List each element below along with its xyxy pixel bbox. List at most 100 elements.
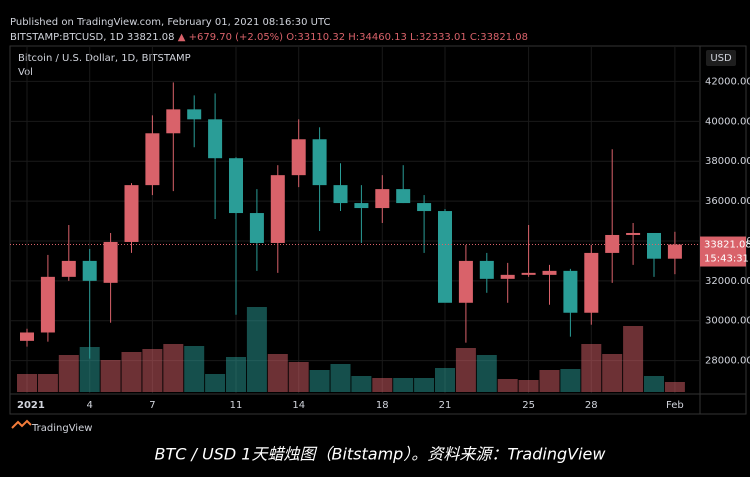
volume-bar — [142, 349, 163, 392]
y-tick-label: 32000.00 — [705, 276, 750, 287]
logo — [11, 419, 32, 429]
volume-bar — [664, 382, 685, 392]
currency: USD — [710, 53, 732, 64]
last-price-box — [700, 236, 746, 267]
volume-bar — [539, 370, 560, 392]
candle-body — [375, 189, 390, 209]
candle-body — [458, 260, 473, 303]
candle-body — [438, 211, 452, 303]
volume-bar — [414, 378, 435, 392]
close: C:33821.08 — [470, 32, 528, 43]
x-tick-label: 21 — [439, 400, 452, 411]
x-tick-label: 18 — [376, 400, 389, 411]
volume-bar — [476, 355, 497, 392]
candle-body — [61, 260, 76, 277]
y-tick-label: 42000.00 — [705, 76, 750, 87]
y-tick-label: 38000.00 — [705, 156, 750, 167]
candle-body — [40, 276, 55, 333]
volume-bar — [226, 357, 246, 392]
candle-body — [584, 252, 599, 313]
candle-body — [145, 133, 160, 186]
volume-bar — [79, 347, 100, 392]
volume-bar — [309, 370, 330, 392]
volume-bar — [330, 364, 351, 392]
candle-body — [605, 234, 620, 253]
volume-bar — [351, 376, 372, 392]
volume-bar — [205, 374, 226, 392]
candle-body — [291, 139, 306, 176]
volume-bar — [267, 354, 288, 392]
brand: TradingView — [31, 423, 92, 434]
candle-body — [500, 274, 515, 279]
x-tick-label: 2021 — [17, 400, 45, 411]
volume-bar — [372, 378, 393, 392]
y-tick-label: 28000.00 — [705, 356, 750, 367]
volume-bar — [623, 326, 644, 392]
volume-bar — [246, 307, 267, 392]
candle-body — [396, 189, 411, 204]
candle-body — [647, 232, 661, 259]
volume-bar — [184, 346, 205, 392]
change: ▲ +679.70 (+2.05%) — [178, 32, 283, 43]
x-tick-label: Feb — [666, 400, 684, 411]
frame — [9, 45, 747, 415]
candle-body — [103, 241, 118, 283]
x-tick-label: 4 — [87, 400, 93, 411]
symbol-line: BITSTAMP:BTCUSD, 1D 33821.08 ▲ +679.70 (… — [10, 32, 528, 43]
volume-label: Vol — [18, 67, 33, 78]
candle-body — [626, 232, 641, 235]
volume-bar — [393, 378, 414, 392]
volume-bar — [560, 369, 581, 392]
volume-bar — [602, 354, 623, 392]
volume-bar — [100, 360, 121, 392]
candle-body — [354, 203, 369, 209]
volume-bar — [518, 380, 539, 392]
candle-body — [542, 270, 557, 275]
symbol: BITSTAMP:BTCUSD, 1D — [10, 32, 124, 43]
volume-bar — [37, 374, 58, 392]
volume-bar — [644, 376, 664, 392]
candle-body — [312, 139, 327, 186]
candle-body — [333, 185, 348, 204]
volume-bar — [58, 355, 79, 392]
candle-body — [124, 185, 139, 242]
last: 33821.08 — [127, 32, 175, 43]
volume-bar — [163, 344, 184, 392]
last-price-label: 33821.08 — [704, 240, 750, 251]
candle-body — [270, 175, 285, 243]
y-tick-label: 30000.00 — [705, 316, 750, 327]
countdown: 15:43:31 — [704, 254, 749, 265]
candle-body — [187, 109, 202, 120]
candle-body — [82, 260, 97, 281]
y-tick-label: 40000.00 — [705, 116, 750, 127]
volume-bar — [435, 368, 455, 392]
volume-bar — [581, 344, 602, 392]
candle-body — [563, 270, 578, 313]
candle-body — [479, 260, 494, 279]
currency-box — [706, 50, 736, 66]
volume-bar — [17, 374, 37, 392]
candle-body — [166, 109, 181, 134]
volume-bar — [497, 379, 518, 392]
x-tick-label: 14 — [292, 400, 305, 411]
x-tick-label: 7 — [149, 400, 155, 411]
x-tick-label: 11 — [230, 400, 243, 411]
candle-body — [249, 213, 264, 243]
volume-bar — [121, 352, 142, 392]
volume-bar — [455, 348, 476, 392]
x-tick-label: 28 — [585, 400, 598, 411]
y-tick-label: 36000.00 — [705, 196, 750, 207]
candle-body — [521, 272, 536, 275]
volume-bar — [288, 362, 309, 392]
candle-body — [20, 332, 34, 341]
candle-body — [667, 244, 682, 259]
low: L:32333.01 — [410, 32, 467, 43]
candle-body — [229, 158, 243, 214]
high: H:34460.13 — [348, 32, 407, 43]
open: O:33110.32 — [286, 32, 345, 43]
candle-body — [208, 119, 223, 159]
x-tick-label: 25 — [522, 400, 535, 411]
chart-title: Bitcoin / U.S. Dollar, 1D, BITSTAMP — [18, 53, 191, 64]
caption: BTC / USD 1天蜡烛图（Bitstamp）。资料来源：TradingVi… — [155, 445, 607, 464]
